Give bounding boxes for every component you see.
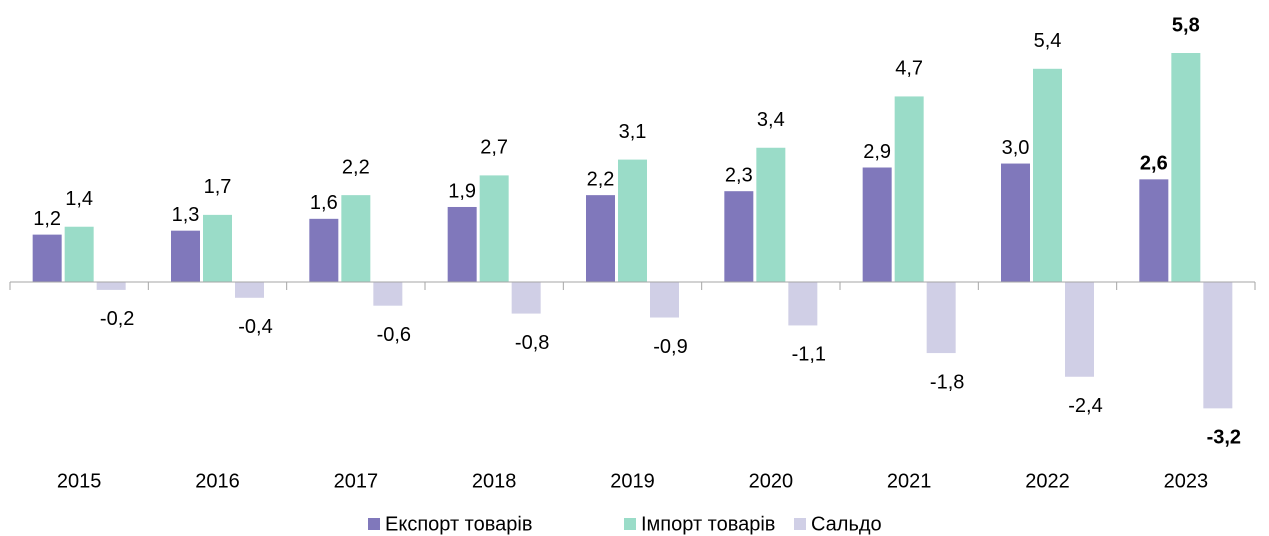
data-label: -0,6 — [377, 324, 411, 346]
data-label: 1,3 — [172, 204, 200, 226]
data-label: 3,0 — [1002, 137, 1030, 159]
bar — [926, 282, 956, 354]
data-label: 1,6 — [310, 192, 338, 214]
bar — [1171, 53, 1201, 282]
bar — [1033, 68, 1062, 282]
data-label: 2,6 — [1140, 153, 1168, 175]
data-label: 2,7 — [480, 137, 508, 159]
data-label: 2,9 — [863, 141, 891, 163]
x-tick-label: 2018 — [472, 470, 517, 492]
bar — [64, 226, 94, 282]
legend-label: Сальдо — [811, 513, 882, 535]
bar — [203, 214, 232, 282]
bar — [894, 96, 924, 283]
x-tick-label: 2023 — [1164, 470, 1209, 492]
data-label: 5,4 — [1034, 30, 1062, 52]
bar — [373, 282, 403, 306]
data-label: 3,1 — [619, 121, 647, 143]
data-label: 1,7 — [204, 176, 232, 198]
bar — [309, 218, 339, 282]
bar — [1001, 163, 1030, 282]
x-tick-label: 2020 — [749, 470, 794, 492]
data-label: -1,1 — [792, 344, 826, 366]
data-label: -1,8 — [930, 371, 964, 393]
legend-swatch — [794, 518, 806, 530]
data-label: 1,4 — [65, 188, 93, 210]
data-label: -0,8 — [515, 332, 549, 354]
data-label: -3,2 — [1207, 427, 1241, 449]
legend-swatch — [624, 518, 636, 530]
data-label: -0,9 — [653, 336, 687, 358]
data-label: 2,3 — [725, 164, 753, 186]
data-label: -0,4 — [238, 316, 272, 338]
bar — [650, 282, 679, 318]
bar — [171, 230, 200, 282]
bar — [447, 206, 477, 282]
bar — [1065, 282, 1094, 377]
bar — [1203, 282, 1233, 409]
x-tick-label: 2015 — [57, 470, 102, 492]
bar — [756, 147, 786, 282]
bar — [618, 159, 647, 282]
x-tick-label: 2021 — [887, 470, 932, 492]
x-tick-label: 2022 — [1025, 470, 1070, 492]
x-tick-label: 2019 — [610, 470, 655, 492]
data-label: 5,8 — [1172, 14, 1200, 36]
bar — [511, 282, 541, 314]
bar — [341, 195, 371, 282]
data-label: 1,2 — [33, 208, 61, 230]
legend-label: Імпорт товарів — [641, 513, 775, 535]
bar — [586, 195, 615, 282]
data-label: 4,7 — [895, 58, 923, 80]
data-label: 2,2 — [342, 156, 370, 178]
x-tick-label: 2016 — [195, 470, 240, 492]
bar — [788, 282, 818, 326]
x-tick-label: 2017 — [334, 470, 379, 492]
data-label: 1,9 — [448, 180, 476, 202]
bar — [862, 167, 892, 282]
bar — [32, 234, 62, 282]
data-label: 3,4 — [757, 109, 785, 131]
bar — [96, 282, 126, 290]
data-label: -2,4 — [1068, 395, 1102, 417]
bar — [1139, 179, 1169, 282]
bar — [724, 191, 754, 282]
legend-label: Експорт товарів — [385, 513, 532, 535]
data-label: 2,2 — [587, 168, 615, 190]
bar — [479, 175, 509, 282]
legend-swatch — [368, 518, 380, 530]
bar — [235, 282, 264, 298]
data-label: -0,2 — [100, 308, 134, 330]
